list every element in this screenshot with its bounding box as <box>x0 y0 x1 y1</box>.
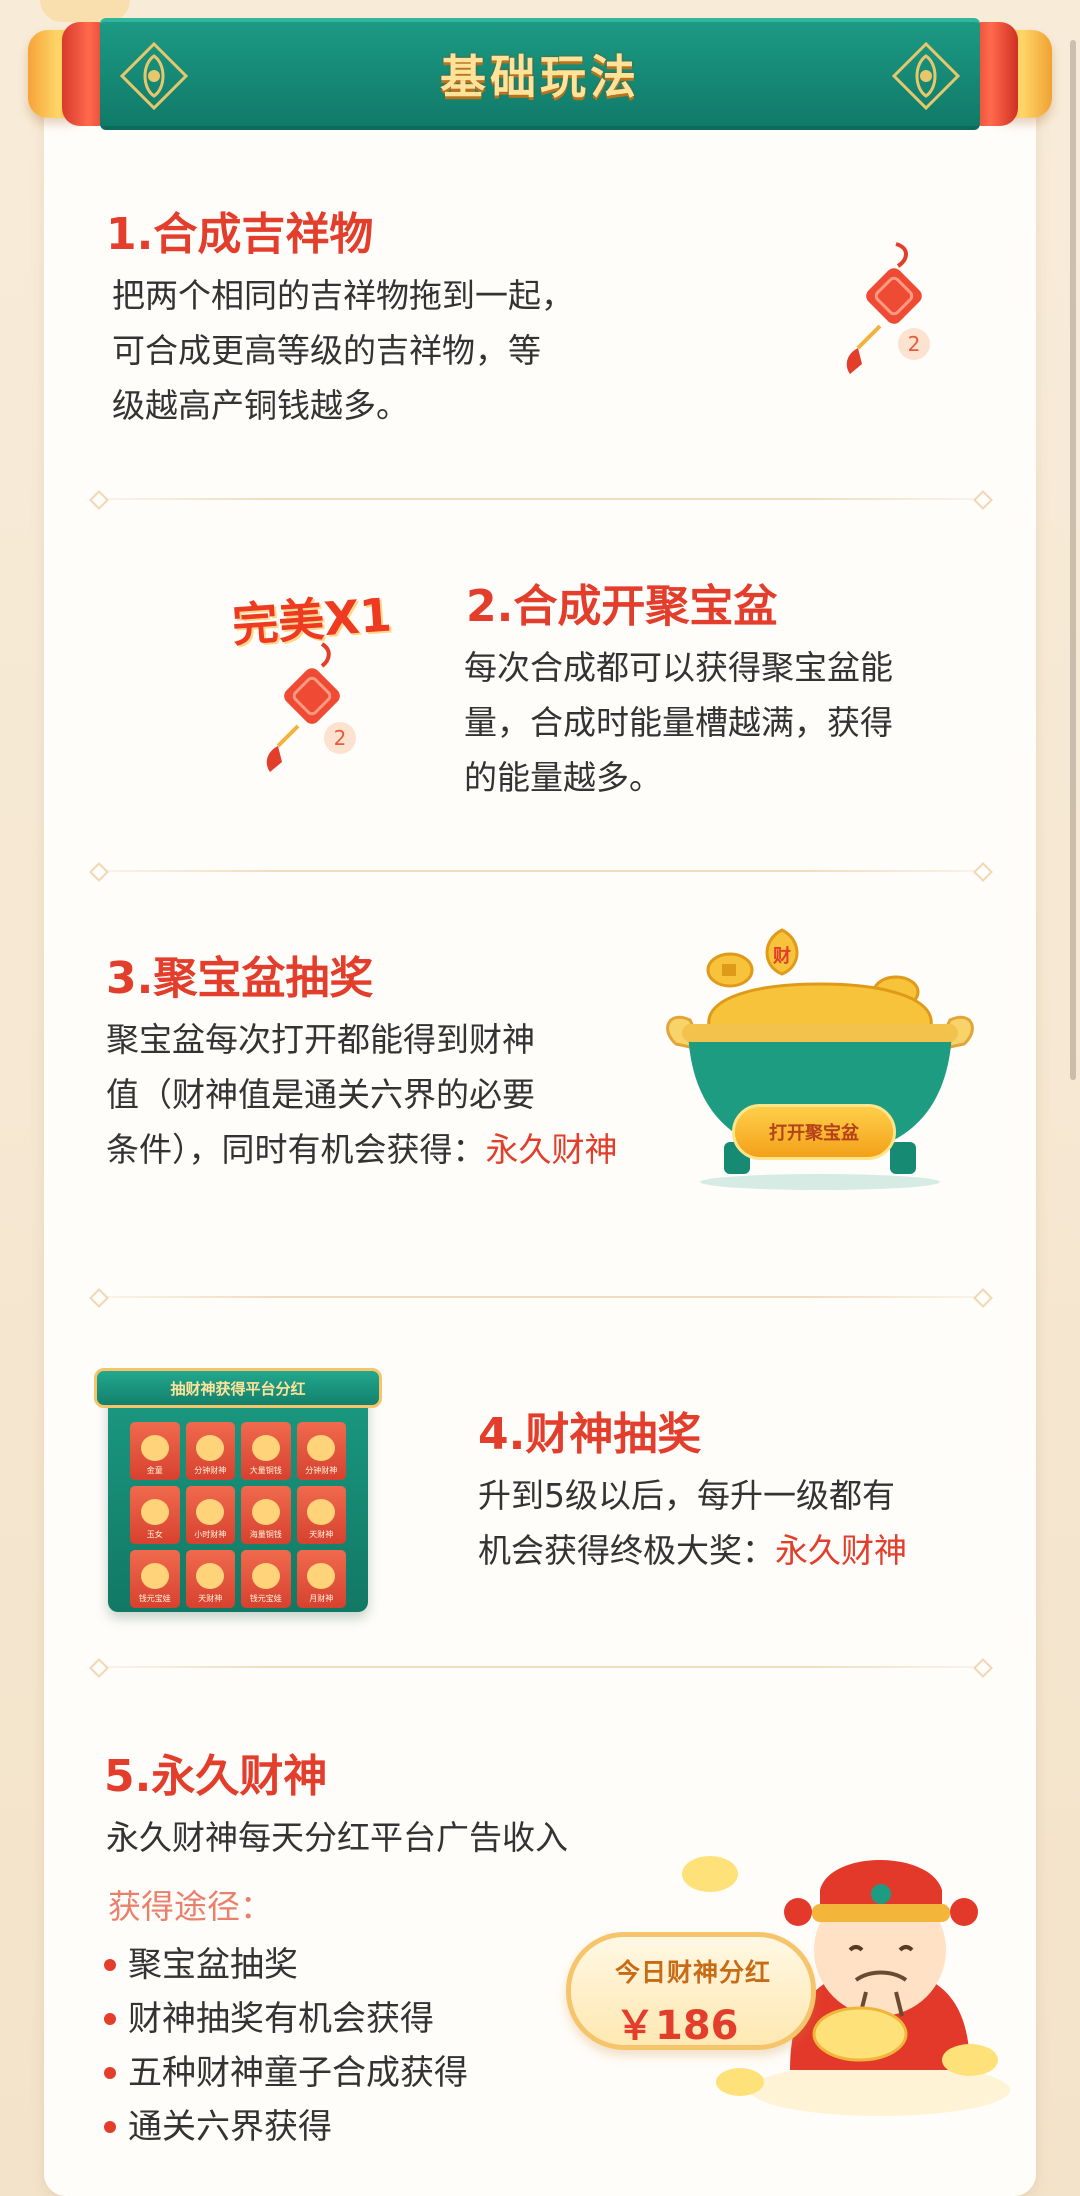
banner-title: 基础玩法 <box>440 50 640 104</box>
text-line: 量，合成时能量槽越满，获得 <box>464 703 893 742</box>
title-banner: 基础玩法 <box>28 18 1052 130</box>
text-line: 级越高产铜钱越多。 <box>112 386 409 425</box>
text-line: 每次合成都可以获得聚宝盆能 <box>464 648 893 687</box>
grid-cell: 天财神 <box>185 1550 235 1608</box>
grid-cell: 分钟财神 <box>185 1422 235 1480</box>
bullet-icon <box>104 2121 116 2133</box>
acquire-ways-label: 获得途径： <box>108 1887 273 1926</box>
section-3-text: 聚宝盆每次打开都能得到财神 值（财神值是通关六界的必要 条件），同时有机会获得：… <box>106 1012 626 1177</box>
text-line: 把两个相同的吉祥物拖到一起， <box>112 276 574 315</box>
bullet-icon <box>104 2067 116 2079</box>
wealth-god-icon <box>307 1435 336 1461</box>
grid-cell: 小时财神 <box>185 1486 235 1544</box>
coin-icon <box>251 1499 280 1525</box>
text-line: 值（财神值是通关六界的必要 <box>106 1075 535 1114</box>
section-3-title: 3.聚宝盆抽奖 <box>106 953 374 1004</box>
section-divider <box>96 498 986 500</box>
today-dividend-label: 今日财神分红 <box>615 1958 772 1987</box>
text-line: 升到5级以后，每升一级都有 <box>478 1476 895 1515</box>
gold-child-icon <box>251 1563 280 1589</box>
text-line: 聚宝盆每次打开都能得到财神 <box>106 1020 535 1059</box>
corner-ornament-icon <box>891 41 961 111</box>
wealth-god-icon <box>307 1563 336 1589</box>
section-1-title: 1.合成吉祥物 <box>106 209 374 260</box>
chinese-knot-icon: 2 <box>266 642 356 772</box>
wealth-god-icon <box>307 1499 336 1525</box>
decorative-cloud <box>40 0 130 22</box>
permanent-wealth-god-link: 永久财神 <box>485 1130 618 1169</box>
lottery-grid: 金童 分钟财神 大量铜钱 分钟财神 玉女 小时财神 海量铜钱 天财神 钱元宝娃 … <box>130 1422 346 1608</box>
grid-cell: 钱元宝娃 <box>241 1550 291 1608</box>
grid-cell: 天财神 <box>296 1486 346 1544</box>
coin-char: 财 <box>773 945 791 967</box>
list-item: 财神抽奖有机会获得 <box>104 1992 468 2046</box>
lottery-grid-title: 抽财神获得平台分红 <box>94 1368 382 1408</box>
section-divider <box>96 1296 986 1298</box>
open-treasure-bowl-button[interactable]: 打开聚宝盆 <box>732 1104 896 1160</box>
section-divider <box>96 870 986 872</box>
lottery-grid-card: 抽财神获得平台分红 金童 分钟财神 大量铜钱 分钟财神 玉女 小时财神 海量铜钱… <box>94 1368 382 1612</box>
chinese-knot-icon: 2 <box>846 242 930 374</box>
wealth-god-icon <box>196 1563 225 1589</box>
text-line: 的能量越多。 <box>464 758 662 797</box>
acquire-ways-list: 聚宝盆抽奖 财神抽奖有机会获得 五种财神童子合成获得 通关六界获得 <box>104 1938 468 2154</box>
section-1-text: 把两个相同的吉祥物拖到一起， 可合成更高等级的吉祥物，等 级越高产铜钱越多。 <box>112 268 672 433</box>
text-line: 可合成更高等级的吉祥物，等 <box>112 331 541 370</box>
permanent-wealth-god-link: 永久财神 <box>775 1531 907 1570</box>
section-2-text: 每次合成都可以获得聚宝盆能 量，合成时能量槽越满，获得 的能量越多。 <box>464 640 1004 805</box>
list-item: 聚宝盆抽奖 <box>104 1938 468 1992</box>
section-4-title: 4.财神抽奖 <box>478 1409 702 1460</box>
grid-cell: 分钟财神 <box>296 1422 346 1480</box>
jade-girl-icon <box>140 1499 169 1525</box>
item-level: 2 <box>908 332 921 356</box>
bullet-icon <box>104 2013 116 2025</box>
scrollbar[interactable] <box>1070 40 1076 1080</box>
gold-child-icon <box>140 1563 169 1589</box>
wealth-god-icon <box>682 1856 1010 2116</box>
wealth-god-icon <box>196 1499 225 1525</box>
grid-cell: 金童 <box>130 1422 180 1480</box>
wealth-god-icon <box>140 1435 169 1461</box>
banner-body: 基础玩法 <box>100 18 980 130</box>
text-line: 机会获得终极大奖：永久财神 <box>478 1531 907 1570</box>
grid-cell: 玉女 <box>130 1486 180 1544</box>
section-5-desc: 永久财神每天分红平台广告收入 <box>106 1818 568 1857</box>
bullet-icon <box>104 1959 116 1971</box>
today-dividend-value: ￥186 <box>615 2003 739 2049</box>
section-divider <box>96 1666 986 1668</box>
item-level: 2 <box>334 726 347 750</box>
grid-cell: 钱元宝娃 <box>130 1550 180 1608</box>
grid-cell: 海量铜钱 <box>241 1486 291 1544</box>
wealth-god-icon <box>196 1435 225 1461</box>
section-4-text: 升到5级以后，每升一级都有 机会获得终极大奖：永久财神 <box>478 1468 998 1578</box>
today-dividend-card: 今日财神分红 ￥186 <box>566 1932 816 2050</box>
section-5-title: 5.永久财神 <box>104 1751 328 1802</box>
text-line: 条件），同时有机会获得：永久财神 <box>106 1130 618 1169</box>
grid-cell: 月财神 <box>296 1550 346 1608</box>
grid-cell: 大量铜钱 <box>241 1422 291 1480</box>
section-2-title: 2.合成开聚宝盆 <box>466 581 778 632</box>
list-item: 通关六界获得 <box>104 2100 468 2154</box>
coin-icon <box>251 1435 280 1461</box>
list-item: 五种财神童子合成获得 <box>104 2046 468 2100</box>
corner-ornament-icon <box>119 41 189 111</box>
